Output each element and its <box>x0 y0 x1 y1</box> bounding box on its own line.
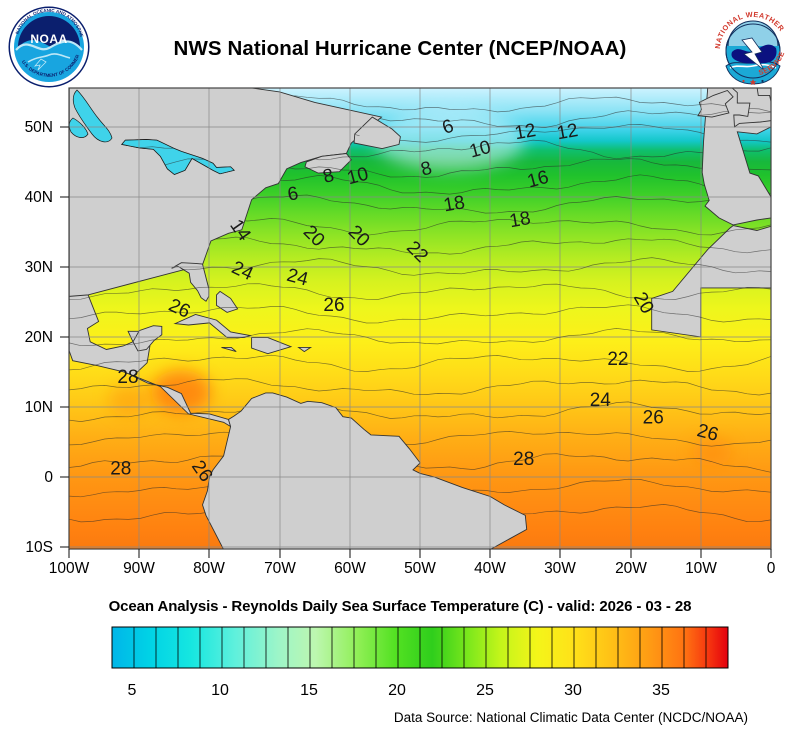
svg-text:10: 10 <box>211 682 229 699</box>
svg-text:30: 30 <box>564 682 582 699</box>
svg-text:25: 25 <box>476 682 494 699</box>
svg-text:5: 5 <box>128 682 137 699</box>
svg-text:Data Source: National Climatic: Data Source: National Climatic Data Cent… <box>394 710 748 725</box>
svg-text:35: 35 <box>652 682 670 699</box>
svg-text:15: 15 <box>300 682 318 699</box>
svg-text:20: 20 <box>388 682 406 699</box>
